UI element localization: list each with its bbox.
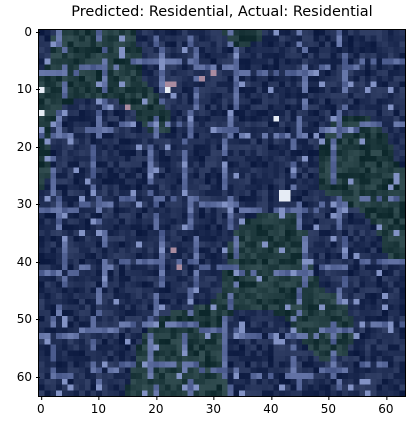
- y-tick-label: 40: [16, 254, 41, 269]
- y-tick-label: 30: [16, 197, 41, 212]
- satellite-image: [39, 30, 405, 396]
- x-tick-label: 40: [263, 396, 279, 416]
- x-tick-label: 0: [37, 396, 45, 416]
- plot-title: Predicted: Residential, Actual: Resident…: [71, 4, 373, 20]
- x-tick-label: 30: [205, 396, 222, 416]
- y-tick-label: 50: [16, 312, 41, 327]
- y-tick-label: 60: [16, 369, 41, 384]
- satellite-image-panel: [38, 29, 406, 397]
- x-tick-label: 50: [320, 396, 337, 416]
- x-tick-label: 60: [378, 396, 394, 416]
- y-tick-label: 0: [24, 24, 40, 39]
- x-tick-label: 20: [148, 396, 164, 416]
- x-tick-label: 10: [90, 396, 107, 416]
- y-tick-label: 10: [16, 82, 41, 97]
- y-tick-label: 20: [16, 139, 41, 154]
